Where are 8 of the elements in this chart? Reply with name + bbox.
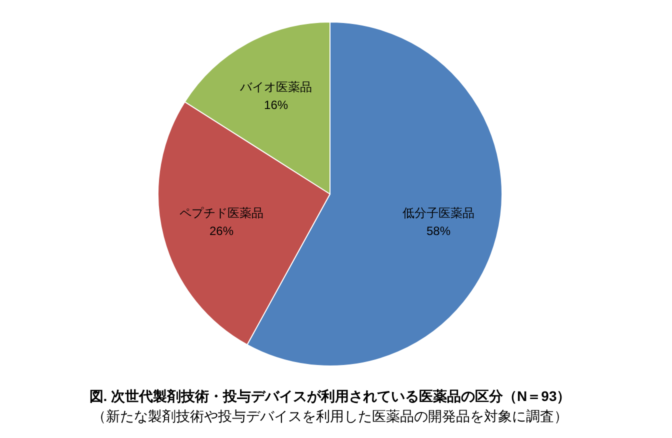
slice-label: バイオ医薬品 — [239, 80, 312, 94]
data-label: 26% — [210, 224, 234, 238]
text: （新たな製剤技術や投与デバイスを利用した医薬品の開発品を対象に調査） — [92, 408, 568, 424]
slice-label: 低分子医薬品 — [402, 206, 474, 220]
data-label: 16% — [264, 98, 288, 112]
text: 図. 次世代製剤技術・投与デバイスが利用されている医薬品の区分（N＝93） — [89, 388, 571, 404]
slice-label: ペプチド医薬品 — [180, 206, 264, 220]
data-label: 58% — [426, 224, 451, 238]
